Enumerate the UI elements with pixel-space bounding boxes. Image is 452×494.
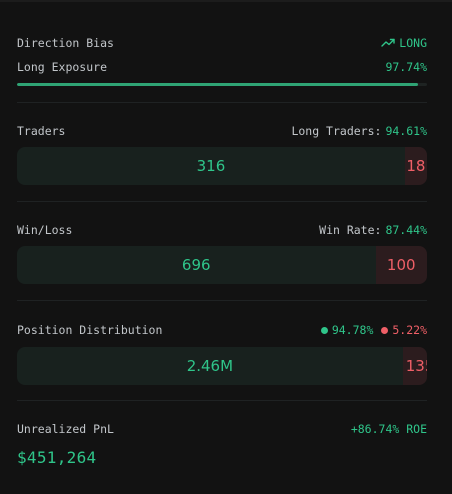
direction-bias-text: LONG bbox=[399, 36, 427, 50]
roe-value: +86.74% ROE bbox=[350, 422, 427, 436]
distribution-label: Position Distribution bbox=[17, 323, 163, 337]
short-dot-icon bbox=[381, 326, 389, 334]
losses-count: 100 bbox=[375, 246, 427, 284]
distribution-short-pct: 5.22% bbox=[392, 323, 427, 337]
direction-bias-value: LONG bbox=[381, 36, 427, 50]
win-rate-value: 87.44% bbox=[385, 223, 427, 237]
long-exposure-value: 97.74% bbox=[385, 60, 427, 74]
distribution-row: Position Distribution 94.78% 5.22% bbox=[17, 322, 427, 338]
pnl-value: $451,264 bbox=[17, 448, 97, 467]
divider bbox=[17, 400, 427, 401]
long-exposure-label: Long Exposure bbox=[17, 60, 108, 74]
winloss-row: Win/Loss Win Rate: 87.44% bbox=[17, 222, 427, 238]
win-rate-stat: Win Rate: 87.44% bbox=[319, 223, 427, 237]
pnl-label: Unrealized PnL bbox=[17, 422, 114, 436]
traders-row: Traders Long Traders: 94.61% bbox=[17, 123, 427, 139]
short-position-value: 135.42K bbox=[402, 347, 427, 385]
winloss-label: Win/Loss bbox=[17, 223, 73, 237]
short-traders-count: 18 bbox=[404, 147, 427, 185]
traders-split-bar: 316 18 bbox=[17, 147, 427, 185]
divider bbox=[17, 300, 427, 301]
long-position-value: 2.46M bbox=[17, 347, 403, 385]
long-traders-count: 316 bbox=[17, 147, 405, 185]
long-dot-icon bbox=[320, 326, 328, 334]
distribution-legend: 94.78% 5.22% bbox=[320, 323, 427, 337]
long-exposure-row: Long Exposure 97.74% bbox=[17, 59, 427, 75]
long-traders-stat: Long Traders: 94.61% bbox=[291, 124, 427, 138]
divider bbox=[17, 201, 427, 202]
win-rate-label: Win Rate: bbox=[319, 223, 382, 237]
wins-count: 696 bbox=[17, 246, 376, 284]
long-traders-value: 94.61% bbox=[385, 124, 427, 138]
pnl-row: Unrealized PnL +86.74% ROE bbox=[17, 421, 427, 437]
distribution-long-pct: 94.78% bbox=[331, 323, 374, 337]
divider bbox=[17, 102, 427, 103]
long-exposure-fill bbox=[17, 83, 418, 86]
trend-up-icon bbox=[381, 38, 395, 47]
direction-bias-label: Direction Bias bbox=[17, 36, 114, 50]
long-exposure-bar bbox=[17, 83, 427, 86]
distribution-split-bar: 2.46M 135.42K bbox=[17, 347, 427, 385]
winloss-split-bar: 696 100 bbox=[17, 246, 427, 284]
direction-bias-row: Direction Bias LONG bbox=[17, 35, 427, 51]
long-traders-label: Long Traders: bbox=[291, 124, 382, 138]
traders-label: Traders bbox=[17, 124, 66, 138]
